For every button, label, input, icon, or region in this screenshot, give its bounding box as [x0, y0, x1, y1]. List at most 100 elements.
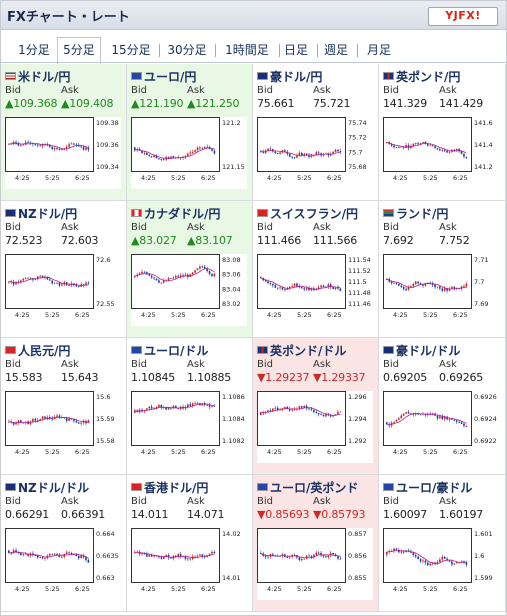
tab-3[interactable]: 30分足: [161, 37, 216, 63]
candle-body: [22, 422, 25, 424]
candle-body: [458, 421, 460, 423]
x-tick-label: 5:25: [171, 585, 186, 593]
ask-value: ▲109.408: [61, 97, 114, 110]
candle-body: [70, 418, 73, 420]
candle-body: [317, 287, 320, 290]
candle-body: [390, 281, 393, 284]
up-arrow-icon: ▲: [61, 97, 70, 110]
pair-card[interactable]: 豪ドル/円 Bid Ask 75.661 75.721 75.74 75.72 75.7 75.…: [253, 64, 379, 201]
tab-4[interactable]: 1時間足: [217, 37, 280, 63]
pair-name[interactable]: NZドル/ドル: [5, 479, 89, 496]
mini-chart[interactable]: 14.02 14.01 4:25 5:25 6:25: [131, 528, 247, 600]
x-tick-label: 6:25: [327, 448, 342, 456]
candle-body: [453, 286, 456, 289]
candle-body: [446, 151, 448, 153]
candle-body: [158, 404, 160, 408]
x-tick-label: 4:25: [393, 174, 408, 182]
pair-card[interactable]: ユーロ/豪ドル Bid Ask 1.60097 1.60197 1.601 1.6 1.599…: [379, 475, 506, 612]
pair-card[interactable]: カナダドル/円 Bid Ask ▲83.027 ▲83.107 83.08 83.06 83.…: [127, 201, 253, 338]
mini-chart[interactable]: 83.08 83.06 83.04 83.02 4:25 5:25 6:25: [131, 254, 247, 326]
mini-chart[interactable]: 109.38 109.36 109.34 4:25 5:25 6:25: [5, 117, 121, 189]
pair-name[interactable]: ユーロ/円: [131, 68, 196, 85]
tab-0[interactable]: 1分足: [18, 43, 50, 57]
pair-card[interactable]: NZドル/ドル Bid Ask 0.66291 0.66391 0.664 0.6635 0.…: [1, 475, 127, 612]
pair-card[interactable]: NZドル/円 Bid Ask 72.523 72.603 72.6 72.55 4:25 5:2…: [1, 201, 127, 338]
candlestick-chart: 0.857 0.856 0.855 4:25 5:25 6:25: [257, 528, 367, 593]
pair-card[interactable]: 香港ドル/円 Bid Ask 14.011 14.071 14.02 14.01 4:25 5:…: [127, 475, 253, 612]
up-arrow-icon: ▲: [187, 234, 196, 247]
y-tick-label: 109.38: [96, 119, 119, 127]
pair-card[interactable]: スイスフラン/円 Bid Ask 111.466 111.566 111.54 111.52…: [253, 201, 379, 338]
candle-body: [75, 553, 78, 557]
pair-name[interactable]: スイスフラン/円: [257, 205, 358, 222]
tab-7[interactable]: 月足: [366, 43, 391, 57]
pair-card[interactable]: ユーロ/ドル Bid Ask 1.10845 1.10885 1.1086 1.1084 1.…: [127, 338, 253, 475]
pair-card[interactable]: ユーロ/円 Bid Ask ▲121.190 ▲121.250 121.2 121.15 4:…: [127, 64, 253, 201]
tab-6[interactable]: 週足: [317, 37, 358, 63]
mini-chart[interactable]: 141.6 141.4 141.2 4:25 5:25 6:25: [383, 117, 499, 189]
x-tick-label: 4:25: [15, 311, 30, 319]
candle-body: [196, 555, 199, 557]
candle-body: [143, 152, 146, 154]
candle-body: [58, 282, 61, 286]
candle-body: [260, 277, 262, 279]
pair-name[interactable]: 香港ドル/円: [131, 479, 208, 496]
y-tick-label: 14.02: [222, 530, 241, 538]
mini-chart[interactable]: 111.54 111.52 111.5 111.48 111.46 4:25 5:25 6:2…: [257, 254, 373, 326]
y-tick-label: 121.2: [222, 119, 241, 127]
pair-name[interactable]: 豪ドル/ドル: [383, 342, 460, 359]
candle-body: [337, 556, 339, 559]
mini-chart[interactable]: 121.2 121.15 4:25 5:25 6:25: [131, 117, 247, 189]
yjfx-logo[interactable]: YJFX!: [428, 7, 498, 26]
tab-1[interactable]: 5分足: [57, 37, 101, 65]
pair-card[interactable]: 英ポンド/円 Bid Ask 141.329 141.429 141.6 141.4 141.…: [379, 64, 506, 201]
pair-name[interactable]: ユーロ/ドル: [131, 342, 208, 359]
tab-5[interactable]: 日足: [277, 37, 318, 63]
pair-card[interactable]: 豪ドル/ドル Bid Ask 0.69205 0.69265 0.6926 0.6924 0.…: [379, 338, 506, 475]
bid-label: Bid: [131, 359, 147, 370]
mini-chart[interactable]: 0.857 0.856 0.855 4:25 5:25 6:25: [257, 528, 373, 600]
y-tick-label: 111.54: [348, 256, 371, 264]
candle-body: [85, 147, 87, 150]
mini-chart[interactable]: 72.6 72.55 4:25 5:25 6:25: [5, 254, 121, 326]
pair-name[interactable]: ランド/円: [383, 205, 448, 222]
candle-body: [158, 280, 160, 283]
mini-chart[interactable]: 75.74 75.72 75.7 75.68 4:25 5:25 6:25: [257, 117, 373, 189]
pair-card[interactable]: ランド/円 Bid Ask 7.692 7.752 7.71 7.7 7.69 4:25 5:25…: [379, 201, 506, 338]
ask-value: ▲83.107: [187, 234, 233, 247]
pair-card[interactable]: 米ドル/円 Bid Ask ▲109.368 ▲109.408 109.38 109.36 1…: [1, 64, 127, 201]
bid-value: 1.60097: [383, 508, 427, 521]
x-tick-label: 6:25: [75, 585, 90, 593]
pair-name[interactable]: NZドル/円: [5, 205, 77, 222]
candle-body: [327, 284, 330, 288]
mini-chart[interactable]: 1.1086 1.1084 1.1082 4:25 5:25 6:25: [131, 391, 247, 463]
candle-body: [320, 414, 322, 416]
candle-body: [448, 560, 451, 562]
mini-chart[interactable]: 15.6 15.59 15.58 4:25 5:25 6:25: [5, 391, 121, 463]
mini-chart[interactable]: 0.6926 0.6924 0.6922 4:25 5:25 6:25: [383, 391, 499, 463]
candle-body: [170, 557, 172, 559]
candle-body: [27, 421, 29, 425]
candle-body: [419, 143, 422, 144]
candle-body: [189, 152, 192, 154]
mini-chart[interactable]: 0.664 0.6635 0.663 4:25 5:25 6:25: [5, 528, 121, 600]
mini-chart[interactable]: 7.71 7.7 7.69 4:25 5:25 6:25: [383, 254, 499, 326]
mini-chart[interactable]: 1.601 1.6 1.599 4:25 5:25 6:25: [383, 528, 499, 600]
pair-name[interactable]: ユーロ/英ポンド: [257, 479, 358, 496]
tab-2[interactable]: 15分足: [105, 37, 160, 63]
mini-chart[interactable]: 1.296 1.294 1.292 4:25 5:25 6:25: [257, 391, 373, 463]
candle-body: [177, 275, 180, 277]
candle-body: [39, 418, 41, 421]
pair-name[interactable]: 英ポンド/ドル: [257, 342, 346, 359]
pair-name[interactable]: 豪ドル/円: [257, 68, 322, 85]
pair-name[interactable]: ユーロ/豪ドル: [383, 479, 472, 496]
pair-card[interactable]: 人民元/円 Bid Ask 15.583 15.643 15.6 15.59 15.58 4:2…: [1, 338, 127, 475]
pair-name[interactable]: 人民元/円: [5, 342, 70, 359]
pair-name[interactable]: 米ドル/円: [5, 68, 70, 85]
pair-name[interactable]: 英ポンド/円: [383, 68, 460, 85]
x-tick-label: 5:25: [45, 448, 60, 456]
pair-card[interactable]: ユーロ/英ポンド Bid Ask ▼0.85693 ▼0.85793 0.857 0.856…: [253, 475, 379, 612]
pair-name[interactable]: カナダドル/円: [131, 205, 220, 222]
candle-body: [400, 146, 403, 148]
pair-card[interactable]: 英ポンド/ドル Bid Ask ▼1.29237 ▼1.29337 1.296 1.294 1…: [253, 338, 379, 475]
